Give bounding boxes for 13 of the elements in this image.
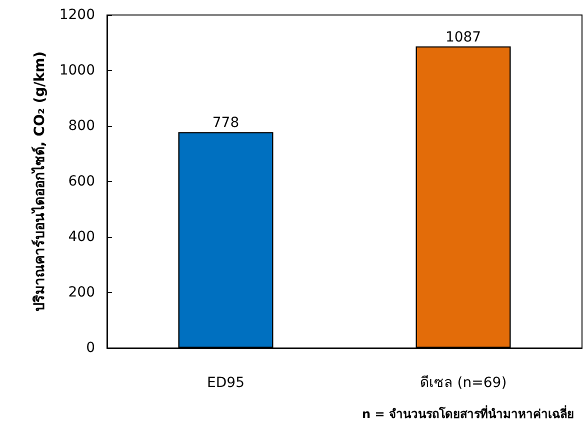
y-tick-label: 0 (86, 340, 95, 356)
y-tick-label: 400 (68, 229, 95, 245)
y-axis-title: ปริมาณคาร์บอนไดออกไซด์, CO₂ (g/km) (30, 51, 48, 312)
data-label: 1087 (445, 29, 482, 46)
y-tick-label: 1200 (59, 7, 95, 23)
y-tick-label: 600 (68, 174, 95, 190)
text: n = จำนวนรถโดยสารที่นำมาหาค่าเฉลี่ย (362, 405, 574, 421)
x-tick-label: ED95 (207, 375, 244, 391)
y-tick-label: 200 (68, 284, 95, 300)
y-tick-label: 800 (68, 118, 95, 134)
y-tick-label: 1000 (59, 62, 95, 78)
x-tick-label: ดีเซล (n=69) (420, 375, 507, 391)
data-label: 778 (212, 115, 240, 132)
